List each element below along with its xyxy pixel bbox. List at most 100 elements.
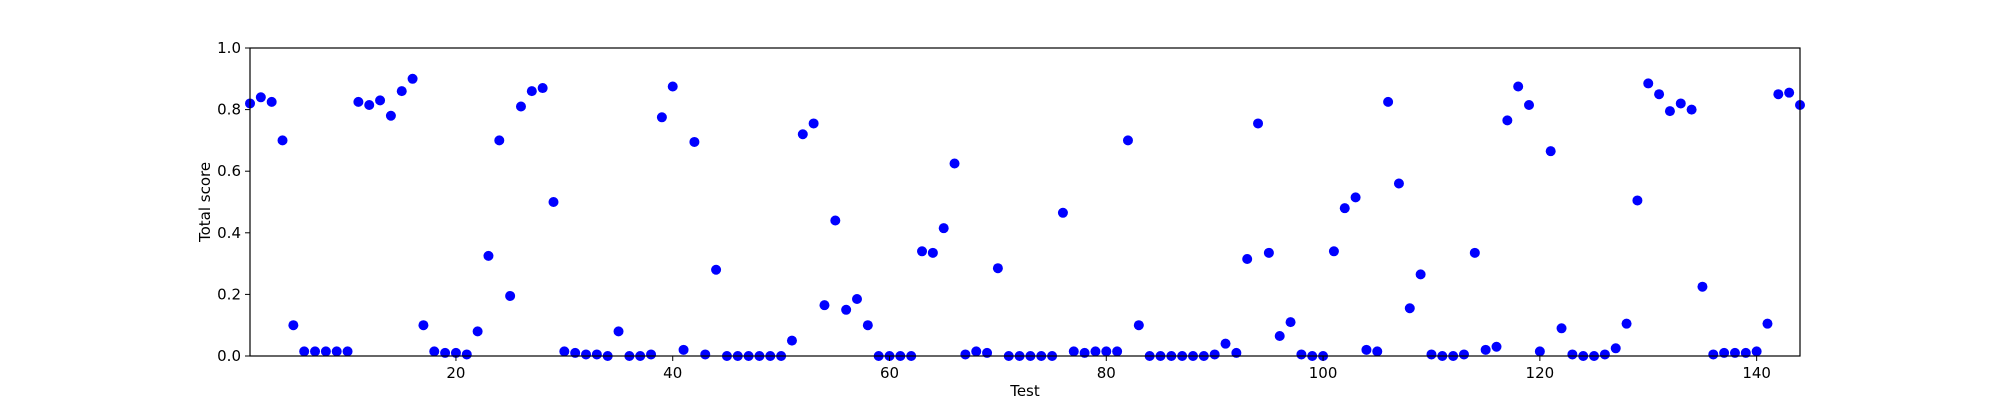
data-point bbox=[548, 197, 559, 207]
data-point bbox=[1686, 104, 1697, 115]
data-point bbox=[1524, 99, 1535, 110]
data-point bbox=[1545, 146, 1556, 157]
data-point bbox=[1697, 281, 1708, 292]
data-point bbox=[1502, 115, 1513, 126]
y-tick-label: 1.0 bbox=[217, 39, 241, 57]
data-point bbox=[1534, 346, 1545, 357]
data-point bbox=[1556, 323, 1567, 334]
data-point bbox=[971, 346, 982, 357]
data-point bbox=[1296, 349, 1307, 360]
x-tick-label: 120 bbox=[1526, 364, 1555, 382]
data-point bbox=[1643, 78, 1654, 89]
x-tick-label: 20 bbox=[446, 364, 465, 382]
data-point bbox=[819, 300, 830, 311]
x-tick-label: 100 bbox=[1309, 364, 1338, 382]
data-point bbox=[1253, 118, 1264, 129]
data-point bbox=[1090, 346, 1101, 357]
x-tick-label: 40 bbox=[663, 364, 682, 382]
data-point bbox=[494, 135, 505, 146]
data-point bbox=[1773, 89, 1784, 100]
data-point bbox=[396, 86, 407, 97]
data-point bbox=[786, 335, 797, 346]
y-tick-label: 0.6 bbox=[217, 162, 241, 180]
data-point bbox=[1664, 106, 1675, 117]
data-point bbox=[1112, 346, 1123, 357]
data-point bbox=[1610, 343, 1621, 354]
data-point bbox=[472, 326, 483, 337]
data-point bbox=[938, 223, 949, 234]
data-points bbox=[245, 73, 1805, 361]
data-point bbox=[429, 346, 440, 357]
data-point bbox=[917, 246, 928, 257]
data-point bbox=[407, 73, 418, 84]
data-point bbox=[1339, 203, 1350, 214]
data-point bbox=[375, 95, 386, 106]
x-tick-label: 140 bbox=[1742, 364, 1771, 382]
data-point bbox=[1263, 247, 1274, 258]
data-point bbox=[418, 320, 429, 331]
data-point bbox=[255, 92, 266, 103]
plot-area bbox=[250, 48, 1800, 356]
data-point bbox=[1480, 344, 1491, 355]
data-point bbox=[1784, 87, 1795, 98]
data-point bbox=[1426, 349, 1437, 360]
data-point bbox=[862, 320, 873, 331]
data-point bbox=[581, 349, 592, 360]
data-point bbox=[342, 346, 353, 357]
data-point bbox=[1328, 246, 1339, 257]
data-point bbox=[1567, 349, 1578, 360]
x-axis-ticks: 20 40 60 80 100 120 140 bbox=[446, 356, 1771, 382]
data-point bbox=[711, 264, 722, 275]
data-point bbox=[797, 129, 808, 140]
data-point bbox=[1220, 338, 1231, 349]
data-point bbox=[1675, 98, 1686, 109]
y-axis-ticks: 0.0 0.2 0.4 0.6 0.8 1.0 bbox=[217, 39, 250, 365]
data-point bbox=[1751, 346, 1762, 357]
data-point bbox=[385, 110, 396, 121]
y-tick-label: 0.2 bbox=[217, 285, 241, 303]
data-point bbox=[927, 247, 938, 258]
data-point bbox=[299, 346, 310, 357]
data-point bbox=[1762, 318, 1773, 329]
y-axis-label: Total score bbox=[196, 162, 214, 243]
data-point bbox=[949, 158, 960, 169]
data-point bbox=[1372, 346, 1383, 357]
data-point bbox=[1458, 349, 1469, 360]
data-point bbox=[1404, 303, 1415, 314]
data-point bbox=[515, 101, 526, 112]
data-point bbox=[1383, 96, 1394, 107]
data-point bbox=[1274, 330, 1285, 341]
data-point bbox=[288, 320, 299, 331]
data-point bbox=[646, 349, 657, 360]
data-point bbox=[483, 250, 494, 261]
data-point bbox=[1621, 318, 1632, 329]
data-point bbox=[1057, 207, 1068, 218]
data-point bbox=[678, 344, 689, 355]
data-point bbox=[960, 349, 971, 360]
data-point bbox=[1361, 344, 1372, 355]
data-point bbox=[689, 136, 700, 147]
data-point bbox=[1393, 178, 1404, 189]
data-point bbox=[537, 83, 548, 94]
data-point bbox=[667, 81, 678, 92]
data-point bbox=[1285, 317, 1296, 328]
x-tick-label: 60 bbox=[880, 364, 899, 382]
data-point bbox=[1599, 349, 1610, 360]
data-point bbox=[1122, 135, 1133, 146]
data-point bbox=[1415, 269, 1426, 280]
data-point bbox=[277, 135, 288, 146]
plot-frame bbox=[249, 47, 1801, 357]
x-tick-label: 80 bbox=[1097, 364, 1116, 382]
data-point bbox=[331, 346, 342, 357]
data-point bbox=[266, 96, 277, 107]
data-point bbox=[1242, 253, 1253, 264]
y-tick-label: 0.8 bbox=[217, 101, 241, 119]
data-point bbox=[505, 290, 516, 301]
data-point bbox=[1708, 349, 1719, 360]
data-point bbox=[841, 304, 852, 315]
data-point bbox=[559, 346, 570, 357]
data-point bbox=[1350, 192, 1361, 203]
data-point bbox=[656, 112, 667, 123]
data-point bbox=[1469, 247, 1480, 258]
data-point bbox=[830, 215, 841, 226]
